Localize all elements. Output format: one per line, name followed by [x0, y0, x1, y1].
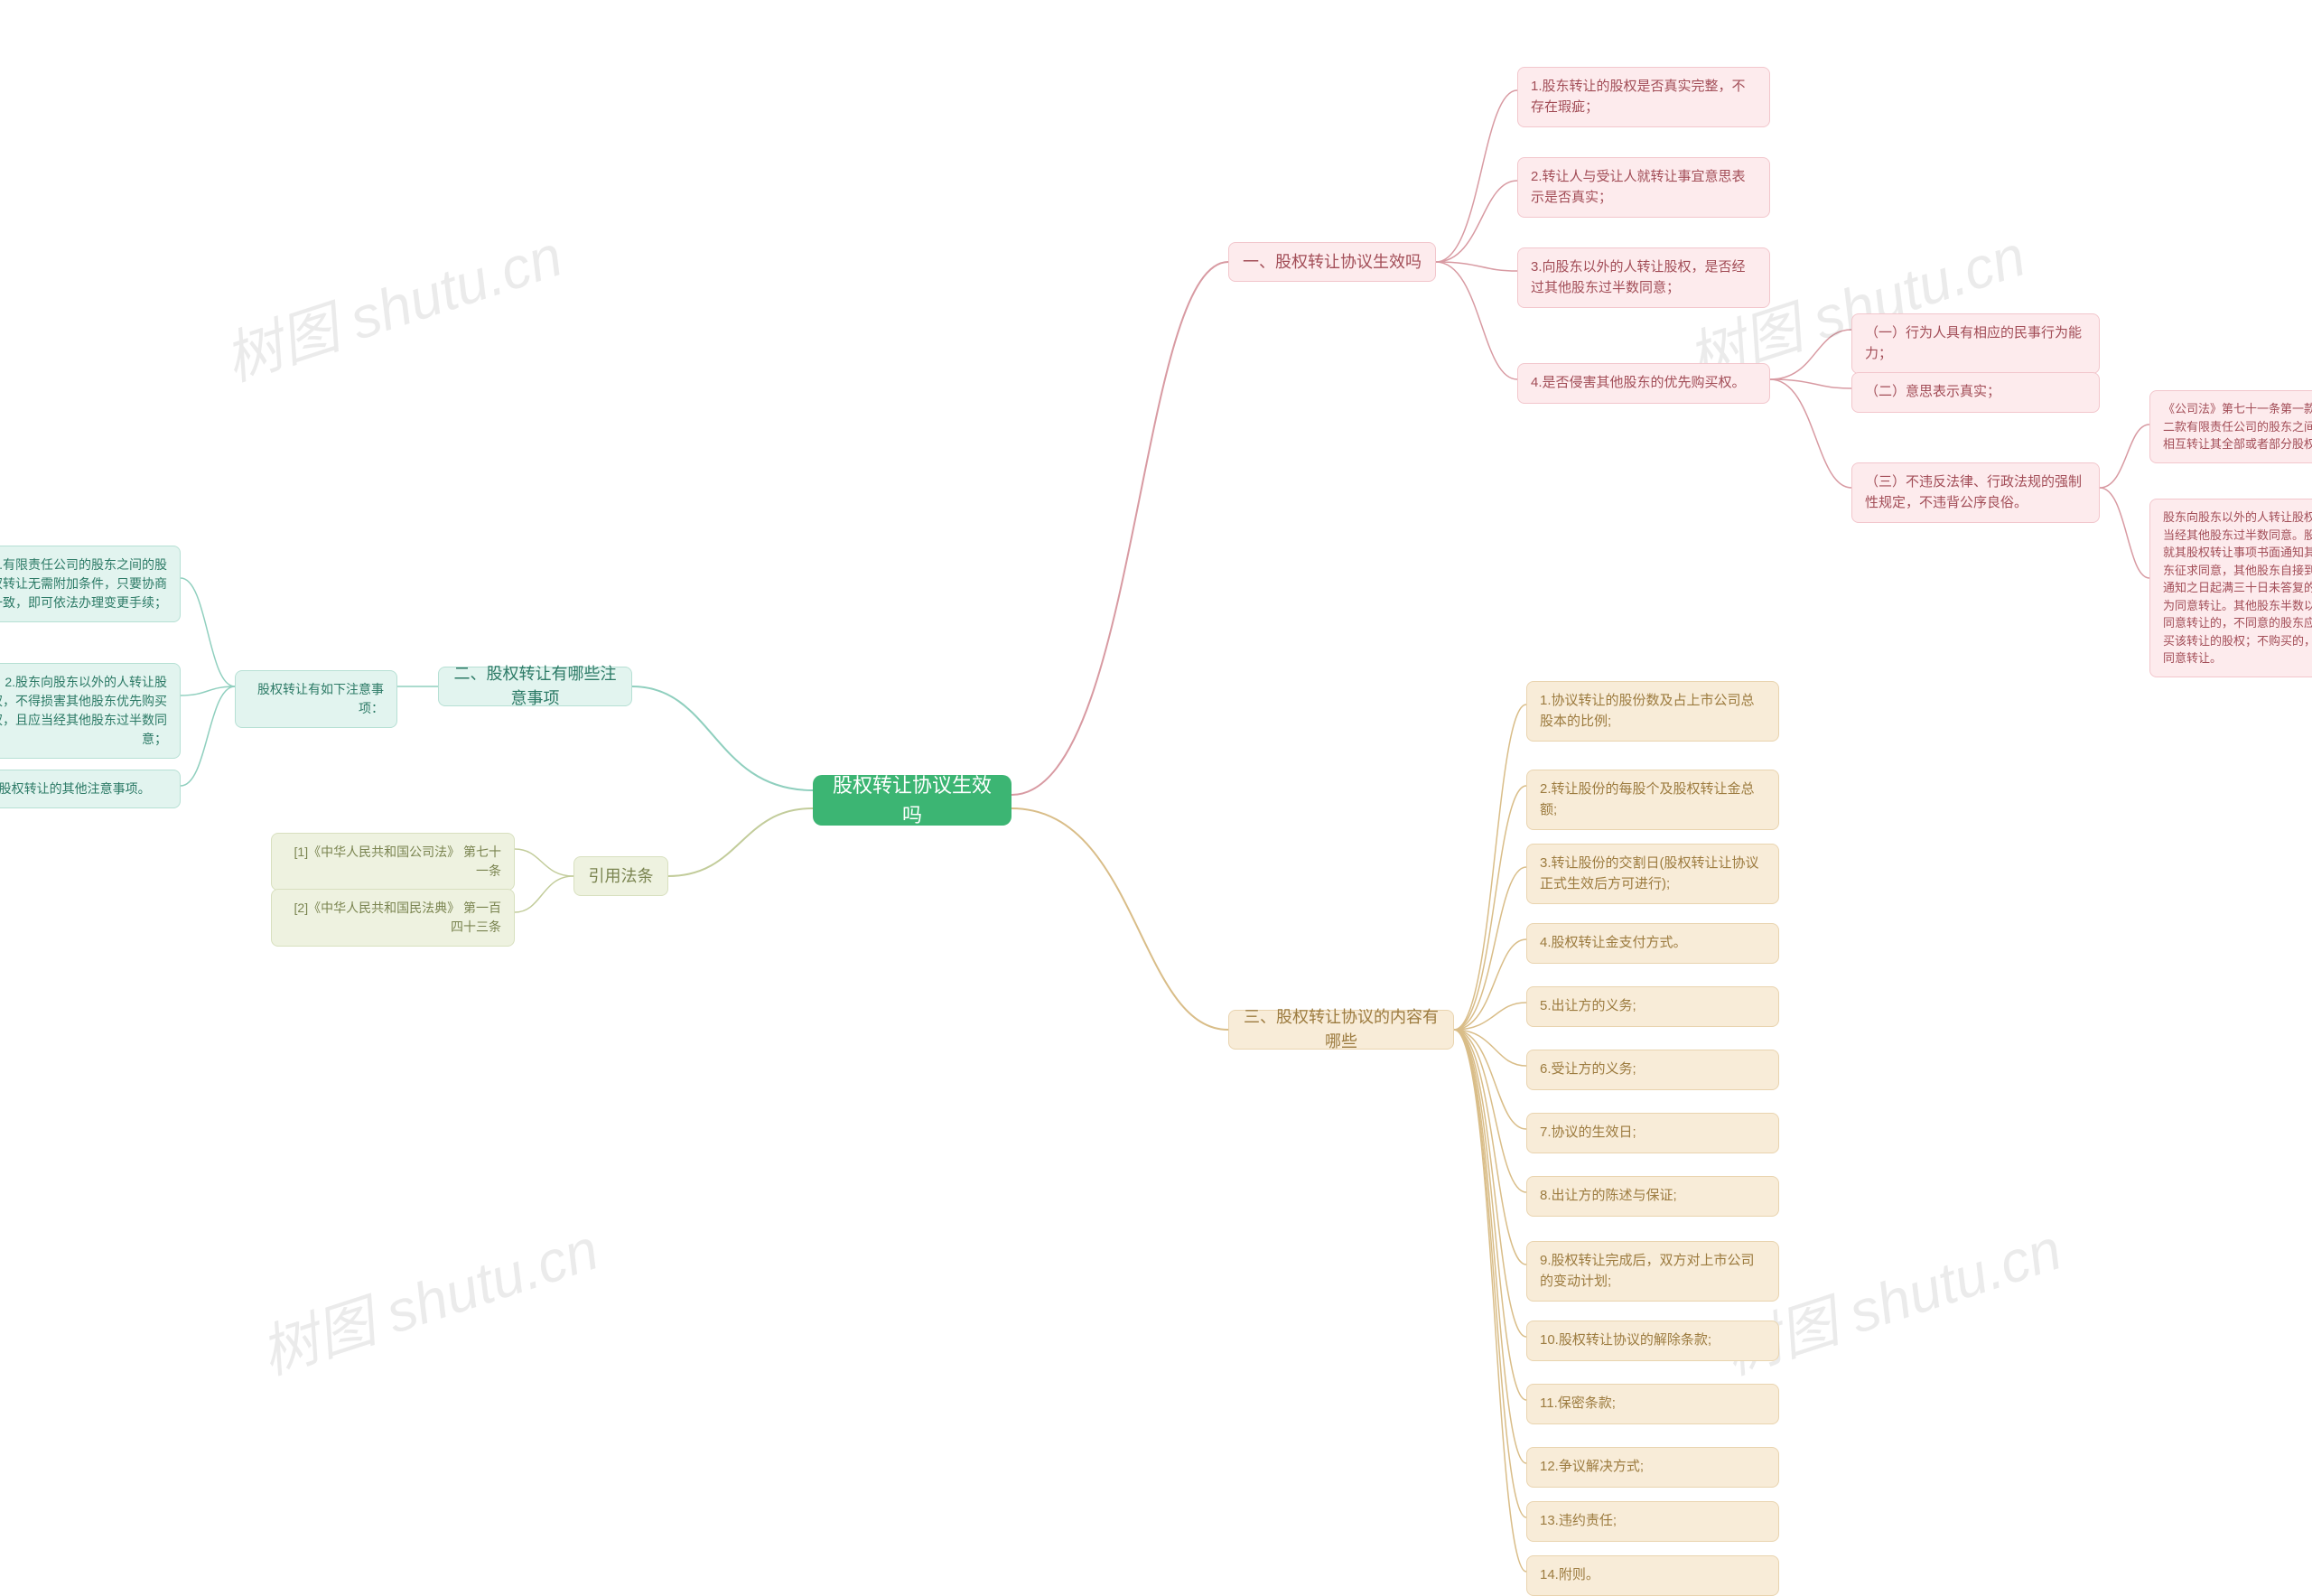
- center-node[interactable]: 股权转让协议生效吗: [813, 775, 1012, 826]
- b2-item-3[interactable]: 3.股权转让的其他注意事项。: [0, 770, 181, 808]
- b3-item-1[interactable]: 1.协议转让的股份数及占上市公司总股本的比例;: [1526, 681, 1779, 742]
- branch-1-node[interactable]: 一、股权转让协议生效吗: [1228, 242, 1436, 282]
- b3-item-11[interactable]: 11.保密条款;: [1526, 1384, 1779, 1424]
- b1-item-3[interactable]: 3.向股东以外的人转让股权，是否经过其他股东过半数同意；: [1517, 247, 1770, 308]
- b1-item-4-sub-3[interactable]: （三）不违反法律、行政法规的强制性规定，不违背公序良俗。: [1851, 462, 2100, 523]
- b1-item-4[interactable]: 4.是否侵害其他股东的优先购买权。: [1517, 363, 1770, 404]
- branch-4-node[interactable]: 引用法条: [573, 856, 668, 896]
- watermark: 树图 shutu.cn: [212, 210, 571, 397]
- b3-item-10[interactable]: 10.股权转让协议的解除条款;: [1526, 1321, 1779, 1361]
- b1-item-2[interactable]: 2.转让人与受让人就转让事宜意思表示是否真实；: [1517, 157, 1770, 218]
- b1-item-1[interactable]: 1.股东转让的股权是否真实完整，不存在瑕疵；: [1517, 67, 1770, 127]
- b3-item-5[interactable]: 5.出让方的义务;: [1526, 986, 1779, 1027]
- b3-item-13[interactable]: 13.违约责任;: [1526, 1501, 1779, 1542]
- b4-item-1[interactable]: [1]《中华人民共和国公司法》 第七十一条: [271, 833, 515, 891]
- b2-item-1[interactable]: 1.有限责任公司的股东之间的股权转让无需附加条件，只要协商一致，即可依法办理变更…: [0, 546, 181, 622]
- b3-item-14[interactable]: 14.附则。: [1526, 1555, 1779, 1596]
- b1-item-4-sub-3-t2[interactable]: 股东向股东以外的人转让股权，应当经其他股东过半数同意。股东应就其股权转让事项书面…: [2149, 499, 2312, 677]
- b2-mid-label[interactable]: 股权转让有如下注意事项：: [235, 670, 397, 728]
- branch-2-node[interactable]: 二、股权转让有哪些注意事项: [438, 667, 632, 706]
- b3-item-12[interactable]: 12.争议解决方式;: [1526, 1447, 1779, 1488]
- b3-item-6[interactable]: 6.受让方的义务;: [1526, 1050, 1779, 1090]
- b3-item-9[interactable]: 9.股权转让完成后，双方对上市公司的变动计划;: [1526, 1241, 1779, 1302]
- b4-item-2[interactable]: [2]《中华人民共和国民法典》 第一百四十三条: [271, 889, 515, 947]
- watermark: 树图 shutu.cn: [248, 1203, 607, 1390]
- b1-item-4-sub-2[interactable]: （二）意思表示真实；: [1851, 372, 2100, 413]
- b1-item-4-sub-3-t1[interactable]: 《公司法》第七十一条第一款、第二款有限责任公司的股东之间可以相互转让其全部或者部…: [2149, 390, 2312, 463]
- branch-3-node[interactable]: 三、股权转让协议的内容有哪些: [1228, 1010, 1454, 1050]
- b2-item-2[interactable]: 2.股东向股东以外的人转让股权，不得损害其他股东优先购买权，且应当经其他股东过半…: [0, 663, 181, 759]
- b3-item-3[interactable]: 3.转让股份的交割日(股权转让让协议正式生效后方可进行);: [1526, 844, 1779, 904]
- b3-item-7[interactable]: 7.协议的生效日;: [1526, 1113, 1779, 1153]
- b1-item-4-sub-1[interactable]: （一）行为人具有相应的民事行为能力；: [1851, 313, 2100, 374]
- b3-item-8[interactable]: 8.出让方的陈述与保证;: [1526, 1176, 1779, 1217]
- b3-item-4[interactable]: 4.股权转让金支付方式。: [1526, 923, 1779, 964]
- b3-item-2[interactable]: 2.转让股份的每股个及股权转让金总额;: [1526, 770, 1779, 830]
- connector-layer: [0, 0, 2312, 1591]
